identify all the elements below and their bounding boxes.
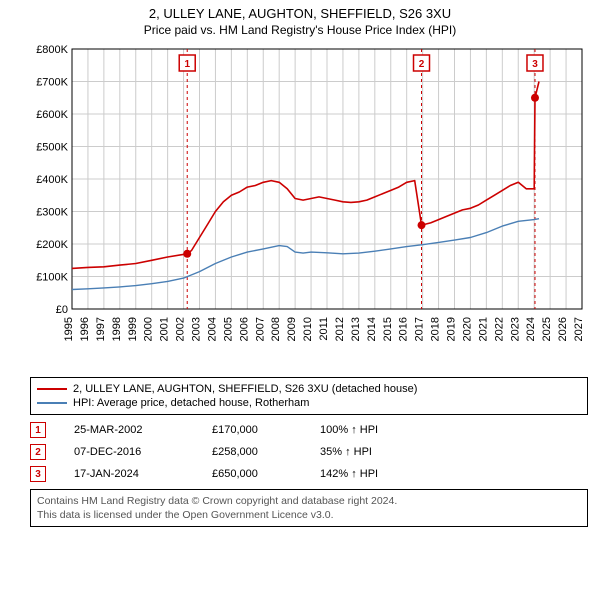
chart-subtitle: Price paid vs. HM Land Registry's House … — [0, 21, 600, 41]
svg-text:£500K: £500K — [36, 142, 68, 154]
svg-text:2026: 2026 — [557, 317, 569, 341]
svg-text:2025: 2025 — [541, 317, 553, 341]
svg-text:1996: 1996 — [79, 317, 91, 341]
svg-text:1998: 1998 — [111, 317, 123, 341]
sale-marker-icon: 2 — [30, 444, 46, 460]
sales-row: 3 17-JAN-2024 £650,000 142% ↑ HPI — [30, 463, 588, 485]
legend-label: 2, ULLEY LANE, AUGHTON, SHEFFIELD, S26 3… — [73, 383, 417, 395]
svg-text:£800K: £800K — [36, 44, 68, 56]
svg-text:1997: 1997 — [95, 317, 107, 341]
legend-swatch — [37, 402, 67, 404]
legend-swatch — [37, 388, 67, 390]
svg-text:2024: 2024 — [525, 317, 537, 341]
sale-price: £650,000 — [212, 468, 292, 480]
svg-text:2006: 2006 — [238, 317, 250, 341]
svg-text:£200K: £200K — [36, 239, 68, 251]
svg-text:2027: 2027 — [573, 317, 585, 341]
sale-change: 100% ↑ HPI — [320, 424, 410, 436]
svg-text:1999: 1999 — [127, 317, 139, 341]
sales-row: 1 25-MAR-2002 £170,000 100% ↑ HPI — [30, 419, 588, 441]
sale-change: 142% ↑ HPI — [320, 468, 410, 480]
attribution-footer: Contains HM Land Registry data © Crown c… — [30, 489, 588, 527]
sale-price: £170,000 — [212, 424, 292, 436]
sale-date: 07-DEC-2016 — [74, 446, 184, 458]
svg-text:2008: 2008 — [270, 317, 282, 341]
legend-item: HPI: Average price, detached house, Roth… — [37, 396, 581, 410]
sale-date: 25-MAR-2002 — [74, 424, 184, 436]
svg-text:2018: 2018 — [430, 317, 442, 341]
footer-line-2: This data is licensed under the Open Gov… — [37, 508, 581, 522]
svg-text:£0: £0 — [56, 304, 68, 316]
svg-text:2011: 2011 — [318, 317, 330, 341]
svg-text:2005: 2005 — [222, 317, 234, 341]
svg-text:£100K: £100K — [36, 272, 68, 284]
sale-change: 35% ↑ HPI — [320, 446, 410, 458]
footer-line-1: Contains HM Land Registry data © Crown c… — [37, 494, 581, 508]
svg-text:2020: 2020 — [461, 317, 473, 341]
svg-text:2001: 2001 — [159, 317, 171, 341]
chart-svg: £0 £100K £200K £300K £400K £500K £600K £700K £80… — [30, 41, 590, 371]
sale-marker-icon: 3 — [30, 466, 46, 482]
svg-text:2015: 2015 — [382, 317, 394, 341]
svg-text:2013: 2013 — [350, 317, 362, 341]
svg-text:2010: 2010 — [302, 317, 314, 341]
svg-text:£400K: £400K — [36, 174, 68, 186]
svg-text:2021: 2021 — [477, 317, 489, 341]
svg-text:2002: 2002 — [175, 317, 187, 341]
svg-text:2016: 2016 — [398, 317, 410, 341]
sales-table: 1 25-MAR-2002 £170,000 100% ↑ HPI 2 07-DEC-20… — [30, 419, 588, 485]
svg-text:2017: 2017 — [414, 317, 426, 341]
chart-title: 2, ULLEY LANE, AUGHTON, SHEFFIELD, S26 3… — [0, 0, 600, 21]
sales-row: 2 07-DEC-2016 £258,000 35% ↑ HPI — [30, 441, 588, 463]
svg-text:2004: 2004 — [206, 317, 218, 341]
svg-text:2007: 2007 — [254, 317, 266, 341]
svg-text:2019: 2019 — [446, 317, 458, 341]
legend-item: 2, ULLEY LANE, AUGHTON, SHEFFIELD, S26 3… — [37, 382, 581, 396]
legend: 2, ULLEY LANE, AUGHTON, SHEFFIELD, S26 3… — [30, 377, 588, 415]
svg-text:£700K: £700K — [36, 77, 68, 89]
svg-text:2022: 2022 — [493, 317, 505, 341]
svg-text:£300K: £300K — [36, 207, 68, 219]
svg-text:2: 2 — [419, 59, 425, 70]
svg-text:2012: 2012 — [334, 317, 346, 341]
svg-text:2014: 2014 — [366, 317, 378, 341]
chart-area: £0 £100K £200K £300K £400K £500K £600K £700K £80… — [30, 41, 590, 371]
sale-marker-icon: 1 — [30, 422, 46, 438]
svg-text:2009: 2009 — [286, 317, 298, 341]
sale-date: 17-JAN-2024 — [74, 468, 184, 480]
svg-text:2023: 2023 — [509, 317, 521, 341]
legend-label: HPI: Average price, detached house, Roth… — [73, 397, 309, 409]
svg-text:1995: 1995 — [63, 317, 75, 341]
svg-text:2000: 2000 — [143, 317, 155, 341]
sale-price: £258,000 — [212, 446, 292, 458]
svg-text:£600K: £600K — [36, 109, 68, 121]
svg-text:2003: 2003 — [191, 317, 203, 341]
svg-text:1: 1 — [184, 59, 190, 70]
svg-text:3: 3 — [532, 59, 538, 70]
